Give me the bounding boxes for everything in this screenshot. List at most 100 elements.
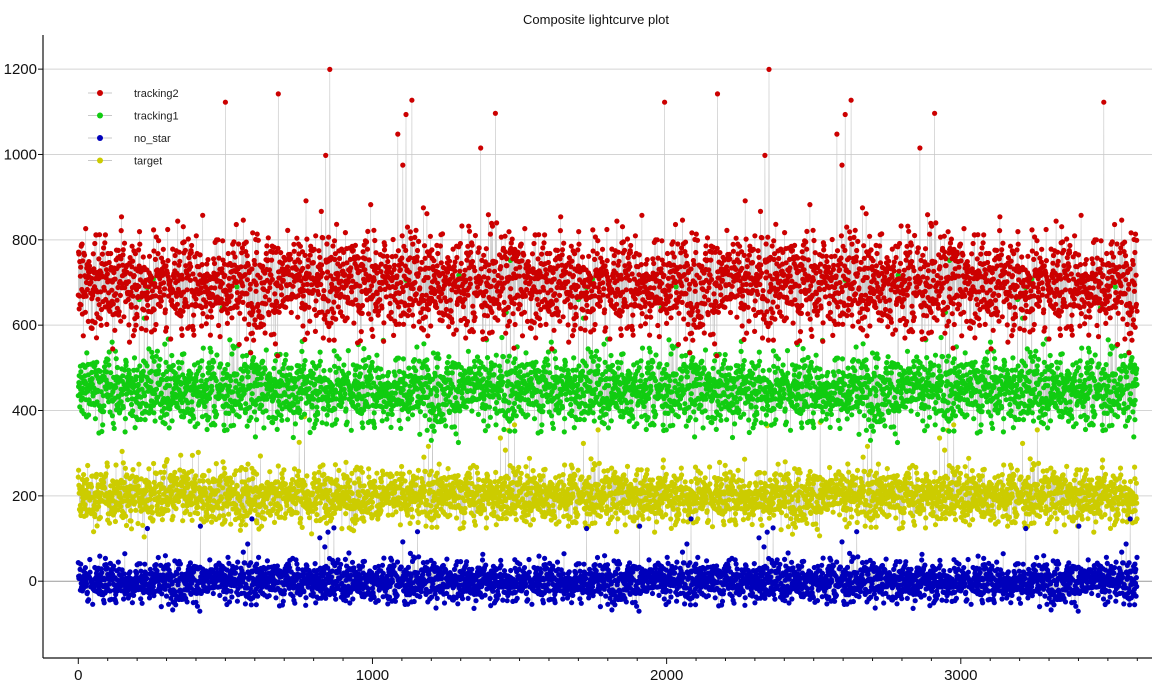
data-point (423, 469, 428, 474)
data-point (390, 579, 395, 584)
data-point (282, 515, 287, 520)
data-point (408, 521, 413, 526)
data-point (262, 516, 267, 521)
data-point (885, 466, 890, 471)
data-point (102, 486, 107, 491)
data-point (625, 464, 630, 469)
data-point (902, 506, 907, 511)
data-point (300, 525, 305, 530)
data-point (339, 526, 344, 531)
data-point (88, 570, 93, 575)
data-point (304, 563, 309, 568)
data-point (562, 462, 567, 467)
data-point (853, 482, 858, 487)
data-point (1118, 472, 1123, 477)
data-point (76, 468, 81, 473)
data-point (1010, 494, 1015, 499)
data-point (118, 504, 123, 509)
data-point (128, 518, 133, 523)
data-point (101, 480, 106, 485)
data-point (248, 560, 253, 565)
data-point (296, 469, 301, 474)
data-point (222, 466, 227, 471)
data-point (1011, 473, 1016, 478)
data-point (1134, 501, 1139, 506)
data-point (831, 510, 836, 515)
data-point (170, 607, 175, 612)
data-point (1134, 481, 1139, 486)
data-point (707, 481, 712, 486)
data-point (658, 509, 663, 514)
data-point (243, 467, 248, 472)
data-point (409, 507, 414, 512)
data-point (624, 478, 629, 483)
data-point (874, 525, 879, 530)
data-point (219, 495, 224, 500)
data-point (362, 483, 367, 488)
data-point (295, 510, 300, 515)
data-point (220, 459, 225, 464)
data-point (429, 525, 434, 530)
data-point (733, 522, 738, 527)
data-point (195, 511, 200, 516)
data-point (588, 456, 593, 461)
data-point (225, 555, 230, 560)
data-point (493, 470, 498, 475)
data-point (202, 473, 207, 478)
data-point (378, 508, 383, 513)
data-point (1029, 487, 1034, 492)
data-point (162, 470, 167, 475)
data-point (474, 465, 479, 470)
data-point (133, 508, 138, 513)
data-point (428, 503, 433, 508)
data-point (215, 488, 220, 493)
data-point (144, 576, 149, 581)
data-point (773, 471, 778, 476)
data-point (1132, 476, 1137, 481)
data-point (85, 590, 90, 595)
data-point (372, 479, 377, 484)
data-point (376, 598, 381, 603)
data-point (733, 511, 738, 516)
data-point (804, 521, 809, 526)
data-point (160, 517, 165, 522)
data-point (122, 480, 127, 485)
data-point (1080, 517, 1085, 522)
data-point (424, 498, 429, 503)
data-point (235, 483, 240, 488)
data-point (454, 515, 459, 520)
data-point (1110, 507, 1115, 512)
data-point (612, 470, 617, 475)
data-point (412, 599, 417, 604)
data-point (138, 596, 143, 601)
data-points (76, 67, 1140, 614)
data-point (223, 518, 228, 523)
data-point (575, 512, 580, 517)
data-point (343, 511, 348, 516)
data-point (855, 468, 860, 473)
data-point (164, 594, 169, 599)
data-point (747, 481, 752, 486)
data-point (849, 514, 854, 519)
data-point (967, 522, 972, 527)
data-point (531, 468, 536, 473)
data-point (943, 516, 948, 521)
data-point (726, 497, 731, 502)
data-point (207, 557, 212, 562)
data-point (825, 507, 830, 512)
data-point (523, 464, 528, 469)
data-point (1037, 514, 1042, 519)
data-point (722, 491, 727, 496)
data-point (416, 554, 421, 559)
data-point (401, 472, 406, 477)
data-point (136, 462, 141, 467)
data-point (317, 535, 322, 540)
data-point (1026, 475, 1031, 480)
data-point (464, 559, 469, 564)
data-point (99, 570, 104, 575)
data-point (426, 444, 431, 449)
data-point (736, 468, 741, 473)
data-point (435, 471, 440, 476)
data-point (924, 473, 929, 478)
data-point (366, 466, 371, 471)
